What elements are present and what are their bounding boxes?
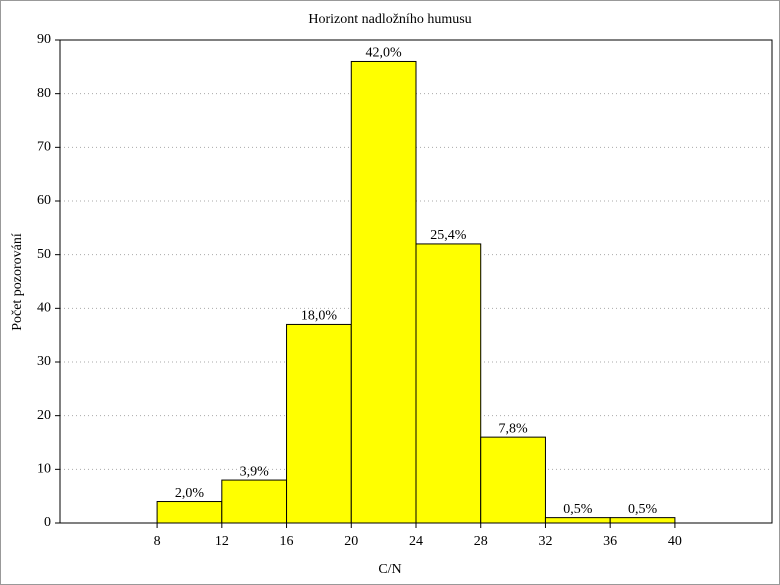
- bar: [480, 436, 546, 524]
- x-axis-label: C/N: [378, 562, 401, 577]
- x-tick-label: 24: [409, 534, 423, 549]
- x-tick-label: 20: [344, 534, 358, 549]
- chart-title: Horizont nadložního humusu: [308, 12, 471, 27]
- x-tick-label: 12: [215, 534, 229, 549]
- y-tick-label: 10: [37, 462, 51, 477]
- y-tick-label: 30: [37, 354, 51, 369]
- y-tick-label: 80: [37, 86, 51, 101]
- bar-label: 25,4%: [430, 228, 467, 243]
- bar-label: 2,0%: [175, 486, 205, 501]
- x-tick-label: 36: [603, 534, 617, 549]
- x-tick-label: 40: [668, 534, 682, 549]
- bar-label: 42,0%: [366, 46, 403, 61]
- plot-border: [59, 39, 773, 524]
- x-tick-label: 8: [154, 534, 161, 549]
- y-tick-label: 50: [37, 247, 51, 262]
- bar: [544, 517, 611, 524]
- y-axis-label: Počet pozorování: [10, 233, 25, 331]
- y-tick-label: 90: [37, 32, 51, 47]
- bar: [286, 323, 352, 524]
- x-tick-label: 32: [538, 534, 552, 549]
- bar: [609, 517, 676, 524]
- bar-label: 3,9%: [240, 464, 270, 479]
- bar: [221, 479, 288, 524]
- x-tick-label: 16: [280, 534, 294, 549]
- bar-label: 7,8%: [499, 421, 529, 436]
- bar-label: 0,5%: [628, 502, 658, 517]
- bar-label: 0,5%: [563, 502, 593, 517]
- y-tick-label: 40: [37, 301, 51, 316]
- y-tick-label: 20: [37, 408, 51, 423]
- x-tick-label: 28: [474, 534, 488, 549]
- bar: [415, 243, 482, 524]
- y-tick-label: 70: [37, 140, 51, 155]
- y-tick-label: 60: [37, 193, 51, 208]
- bar: [156, 501, 223, 524]
- bar-label: 18,0%: [301, 309, 338, 324]
- y-tick-label: 0: [44, 515, 51, 530]
- bar: [350, 60, 417, 524]
